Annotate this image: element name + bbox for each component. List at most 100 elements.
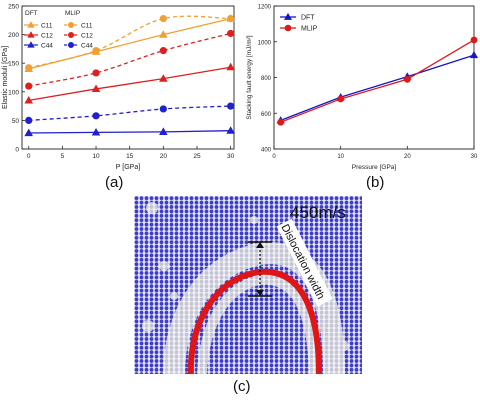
velocity-label: 450m/s <box>290 203 346 222</box>
stacking-fault-svg: 0 10 20 30 400 600 800 1000 1200 Pressure [GPa] St… <box>246 5 479 171</box>
legend-label: C44 <box>41 43 53 50</box>
series-line <box>28 105 231 122</box>
disordered-region <box>142 202 349 375</box>
data-point <box>159 74 168 82</box>
series-line <box>28 17 231 70</box>
data-point <box>159 14 167 23</box>
y-tick-label: 150 <box>8 61 19 68</box>
data-point <box>92 112 100 120</box>
data-point <box>92 47 100 55</box>
series--mlip <box>277 36 478 126</box>
dislocation-width-marker <box>248 241 272 297</box>
legend-label: C44 <box>81 43 93 50</box>
series-dft-c12 <box>24 62 235 104</box>
legend-marker <box>284 24 292 32</box>
y-tick-label: 200 <box>8 32 19 39</box>
series-mlip-c11 <box>25 14 235 72</box>
y-axis-label: Elastic moduli [GPa] <box>2 46 9 109</box>
data-point <box>24 95 34 104</box>
legend-header: MLIP <box>65 10 80 17</box>
series-line <box>280 54 475 122</box>
series-mlip-c44 <box>25 102 235 124</box>
x-tick-label: 10 <box>92 153 100 160</box>
y-tick-label: 250 <box>8 4 19 11</box>
x-tick-label: 10 <box>337 154 344 160</box>
data-point <box>25 116 33 124</box>
plot-frame <box>21 5 235 150</box>
series-line <box>28 15 231 69</box>
atom-lattice-svg: 450m/s Dislocation width <box>134 196 362 375</box>
x-tick-label: 5 <box>61 153 65 160</box>
y-tick-label: 400 <box>261 148 272 154</box>
dislocation-loop <box>187 268 322 375</box>
x-tick-label: 0 <box>27 153 31 160</box>
data-point <box>91 84 101 93</box>
x-axis-label: Pressure [GPa] <box>352 164 397 171</box>
data-point <box>469 50 479 59</box>
data-point <box>277 118 285 126</box>
series-line <box>28 130 231 134</box>
elastic-moduli-chart: 0 5 10 15 20 25 30 0 50 100 150 200 250 P [GPa] Elasti… <box>0 0 240 196</box>
series-dft-c44 <box>24 126 235 137</box>
legend-marker <box>68 42 74 48</box>
x-tick-label: 15 <box>126 153 134 160</box>
data-point <box>227 102 235 110</box>
data-point <box>226 126 235 134</box>
y-tick-label: 50 <box>12 118 20 125</box>
data-point <box>337 95 345 103</box>
y-axis-label: Stacking fault energy [mJ/m²] <box>246 35 253 119</box>
data-point <box>227 29 235 38</box>
legend: DFT MLIP <box>280 12 318 33</box>
series-line <box>28 32 231 87</box>
series-line <box>280 39 475 123</box>
legend-label: DFT <box>301 15 315 22</box>
legend-marker <box>27 21 35 28</box>
y-tick-label: 1000 <box>258 40 272 46</box>
stacking-fault-chart: 0 10 20 30 400 600 800 1000 1200 Pressure [GPa] St… <box>244 0 480 196</box>
data-point <box>159 105 167 113</box>
series-mlip-c12 <box>25 29 235 90</box>
series-line <box>28 66 231 102</box>
y-tick-label: 600 <box>261 112 272 118</box>
legend-label: C12 <box>81 33 93 40</box>
series-dft-c11 <box>24 14 235 73</box>
y-tick-label: 100 <box>8 89 19 96</box>
legend-marker <box>27 41 35 48</box>
legend-label: C11 <box>41 23 53 30</box>
x-tick-label: 20 <box>160 153 168 160</box>
legend-marker <box>68 32 74 38</box>
data-point <box>227 14 235 23</box>
dislocation-simulation-image: 450m/s Dislocation width <box>134 196 362 375</box>
panel-a-label: (a) <box>105 174 124 191</box>
data-point <box>91 128 101 136</box>
y-tick-label: 800 <box>261 76 272 82</box>
y-tick-label: 1200 <box>258 5 272 11</box>
y-tick-label: 0 <box>15 147 19 154</box>
data-point <box>226 62 235 71</box>
data-point <box>92 69 100 77</box>
legend-marker <box>27 31 35 38</box>
data-point <box>25 82 33 90</box>
data-point <box>403 75 411 83</box>
legend-header: DFT <box>25 10 38 17</box>
panel-b-label: (b) <box>366 174 385 191</box>
legend-label: MLIP <box>301 26 318 33</box>
x-tick-label: 30 <box>227 153 235 160</box>
x-tick-label: 20 <box>404 154 411 160</box>
data-point <box>24 128 34 137</box>
data-point <box>470 36 478 44</box>
legend-label: C12 <box>41 33 53 40</box>
panel-c-label: (c) <box>233 378 251 395</box>
x-tick-label: 0 <box>272 154 276 160</box>
legend-marker <box>284 12 292 20</box>
x-tick-label: 30 <box>471 154 478 160</box>
x-axis-label: P [GPa] <box>116 164 140 171</box>
x-tick-label: 25 <box>193 153 201 160</box>
data-point <box>159 30 168 38</box>
legend-label: C11 <box>81 23 93 30</box>
data-point <box>25 64 33 72</box>
elastic-moduli-svg: 0 5 10 15 20 25 30 0 50 100 150 200 250 P [GPa] Elasti… <box>2 4 235 171</box>
data-point <box>159 127 168 135</box>
legend-marker <box>68 22 74 28</box>
